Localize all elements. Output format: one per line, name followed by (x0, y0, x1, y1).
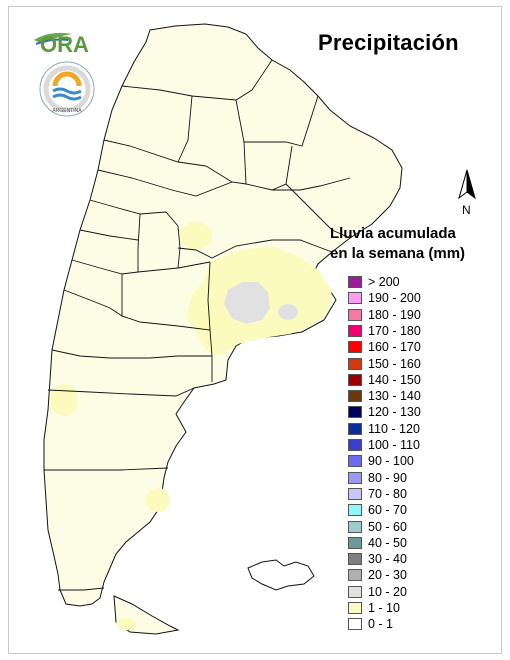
legend-label: 0 - 1 (368, 617, 394, 632)
legend-label: 50 - 60 (368, 519, 407, 534)
legend-label: 150 - 160 (368, 356, 421, 371)
legend-label: 170 - 180 (368, 323, 421, 338)
north-label: N (462, 203, 471, 217)
legend-item: 180 - 190 (348, 308, 421, 322)
legend-item: 40 - 50 (348, 536, 407, 550)
legend-item: 50 - 60 (348, 520, 407, 534)
rain-area-north (180, 222, 212, 250)
legend-swatch (348, 504, 362, 517)
legend-item: 90 - 100 (348, 454, 414, 468)
legend-label: 90 - 100 (368, 454, 414, 469)
legend-item: 140 - 150 (348, 373, 421, 387)
legend-label: 140 - 150 (368, 372, 421, 387)
legend-swatch (348, 341, 362, 354)
legend-label: 180 - 190 (368, 307, 421, 322)
ora-logo: ORA (34, 32, 89, 56)
legend-label: 10 - 20 (368, 584, 407, 599)
legend-swatch (348, 585, 362, 598)
legend-item: 10 - 20 (348, 585, 407, 599)
legend-swatch (348, 520, 362, 533)
legend-label: 40 - 50 (368, 535, 407, 550)
province-borders (44, 59, 351, 591)
legend-swatch (348, 390, 362, 403)
legend-swatch (348, 292, 362, 305)
legend-swatch (348, 487, 362, 500)
north-arrow-icon (458, 169, 476, 200)
legend-item: 20 - 30 (348, 568, 407, 582)
institution-seal-logo: ARGENTINA (39, 61, 95, 117)
legend-item: 30 - 40 (348, 552, 407, 566)
legend-item: 190 - 200 (348, 291, 421, 305)
legend-label: 60 - 70 (368, 503, 407, 518)
legend-item: 170 - 180 (348, 324, 421, 338)
legend-swatch (348, 373, 362, 386)
rain-area-tdf (116, 618, 136, 630)
legend-swatch (348, 276, 362, 288)
legend-item: 100 - 110 (348, 438, 420, 452)
legend-swatch (348, 618, 362, 631)
legend-item: 150 - 160 (348, 357, 421, 371)
legend-label: 110 - 120 (368, 421, 420, 436)
legend-swatch (348, 357, 362, 370)
legend-title-line-1: Lluvia acumulada (330, 225, 456, 242)
legend-label: 80 - 90 (368, 470, 407, 485)
rain-area-moderate-small (278, 304, 298, 320)
legend-item: 120 - 130 (348, 405, 421, 419)
islas-malvinas (247, 559, 315, 591)
legend-label: > 200 (368, 275, 400, 289)
legend-label: 1 - 10 (368, 601, 400, 615)
legend-swatch (348, 308, 362, 321)
legend-swatch (348, 439, 362, 451)
legend-swatch (348, 422, 362, 435)
legend-item: 70 - 80 (348, 487, 407, 501)
legend-item: 1 - 10 (348, 601, 400, 615)
svg-text:ARGENTINA: ARGENTINA (52, 108, 82, 114)
legend-label: 100 - 110 (368, 438, 420, 452)
legend-item: 80 - 90 (348, 471, 407, 485)
legend-item: 110 - 120 (348, 422, 420, 436)
rain-area-moderate (224, 282, 270, 324)
legend-label: 30 - 40 (368, 552, 407, 567)
svg-text:ORA: ORA (40, 32, 89, 56)
legend-title-line-2: en la semana (mm) (330, 245, 466, 262)
legend-item: 60 - 70 (348, 503, 407, 517)
map-title: Precipitación (318, 30, 459, 55)
rain-area-south (146, 488, 170, 512)
legend-swatch (348, 536, 362, 549)
legend-item: 0 - 1 (348, 617, 393, 631)
legend-item: 160 - 170 (348, 340, 421, 354)
legend-swatch (348, 324, 362, 337)
legend-swatch (348, 455, 362, 468)
legend-label: 120 - 130 (368, 405, 421, 420)
legend-swatch (348, 569, 362, 582)
legend-swatch (348, 406, 362, 419)
legend-item: 130 - 140 (348, 389, 421, 403)
legend-swatch (348, 553, 362, 566)
rain-area-west (50, 384, 78, 416)
legend-label: 20 - 30 (368, 568, 407, 583)
legend-label: 70 - 80 (368, 486, 407, 501)
legend-label: 130 - 140 (368, 389, 421, 404)
legend-label: 190 - 200 (368, 291, 421, 306)
legend-swatch (348, 602, 362, 614)
legend-label: 160 - 170 (368, 340, 421, 355)
legend-item: > 200 (348, 275, 400, 289)
legend-title: Lluvia acumulada en la semana (mm) (330, 224, 505, 264)
map-frame (8, 6, 502, 654)
legend-swatch (348, 471, 362, 484)
